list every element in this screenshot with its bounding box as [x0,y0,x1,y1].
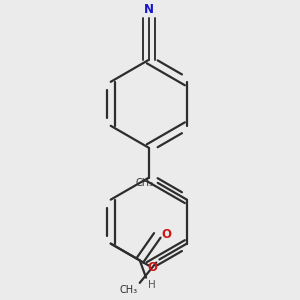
Text: H: H [148,280,156,290]
Text: CH₃: CH₃ [119,285,137,295]
Text: N: N [144,3,154,16]
Text: CH₃: CH₃ [136,178,154,188]
Text: O: O [162,228,172,241]
Text: O: O [147,261,157,274]
